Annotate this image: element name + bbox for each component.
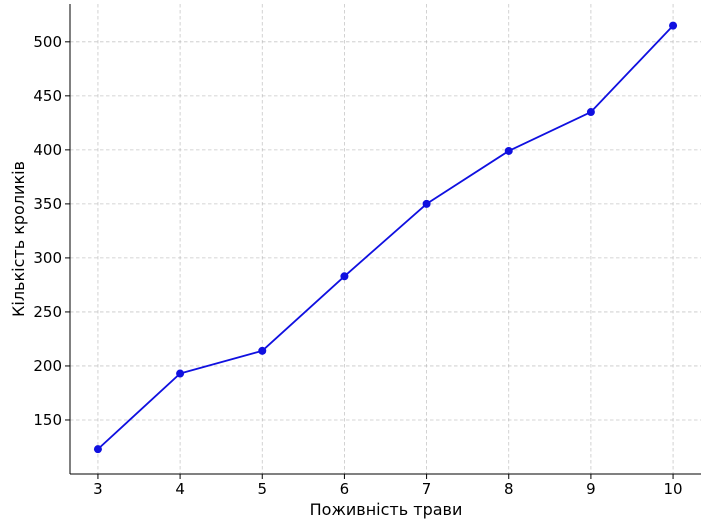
x-tick-label: 5 [257,480,267,498]
y-ticks: 150 200 250 300 350 400 450 500 [33,33,70,429]
y-tick-label: 400 [33,141,62,159]
y-tick-label: 500 [33,33,62,51]
y-axis-title: Кількість кроликів [9,161,28,317]
x-axis-title: Поживність трави [310,500,463,519]
y-tick-label: 350 [33,195,62,213]
data-point [93,445,102,454]
y-tick-label: 450 [33,87,62,105]
x-tick-label: 8 [504,480,514,498]
data-point [504,146,513,155]
x-tick-label: 9 [586,480,596,498]
x-ticks: 3 4 5 6 7 8 9 10 [93,474,683,498]
data-point [422,199,431,208]
data-point [258,346,267,355]
data-point [176,369,185,378]
series [93,21,678,454]
data-point [669,21,678,30]
axes [69,4,701,475]
grid [70,4,701,474]
x-tick-label: 7 [422,480,432,498]
series-line [97,24,674,450]
data-point [340,272,349,281]
x-tick-label: 4 [175,480,185,498]
y-tick-label: 200 [33,357,62,375]
y-tick-label: 300 [33,249,62,267]
y-tick-label: 150 [33,411,62,429]
x-tick-label: 3 [93,480,103,498]
data-point [586,108,595,117]
x-tick-label: 10 [664,480,683,498]
x-tick-label: 6 [340,480,350,498]
y-tick-label: 250 [33,303,62,321]
